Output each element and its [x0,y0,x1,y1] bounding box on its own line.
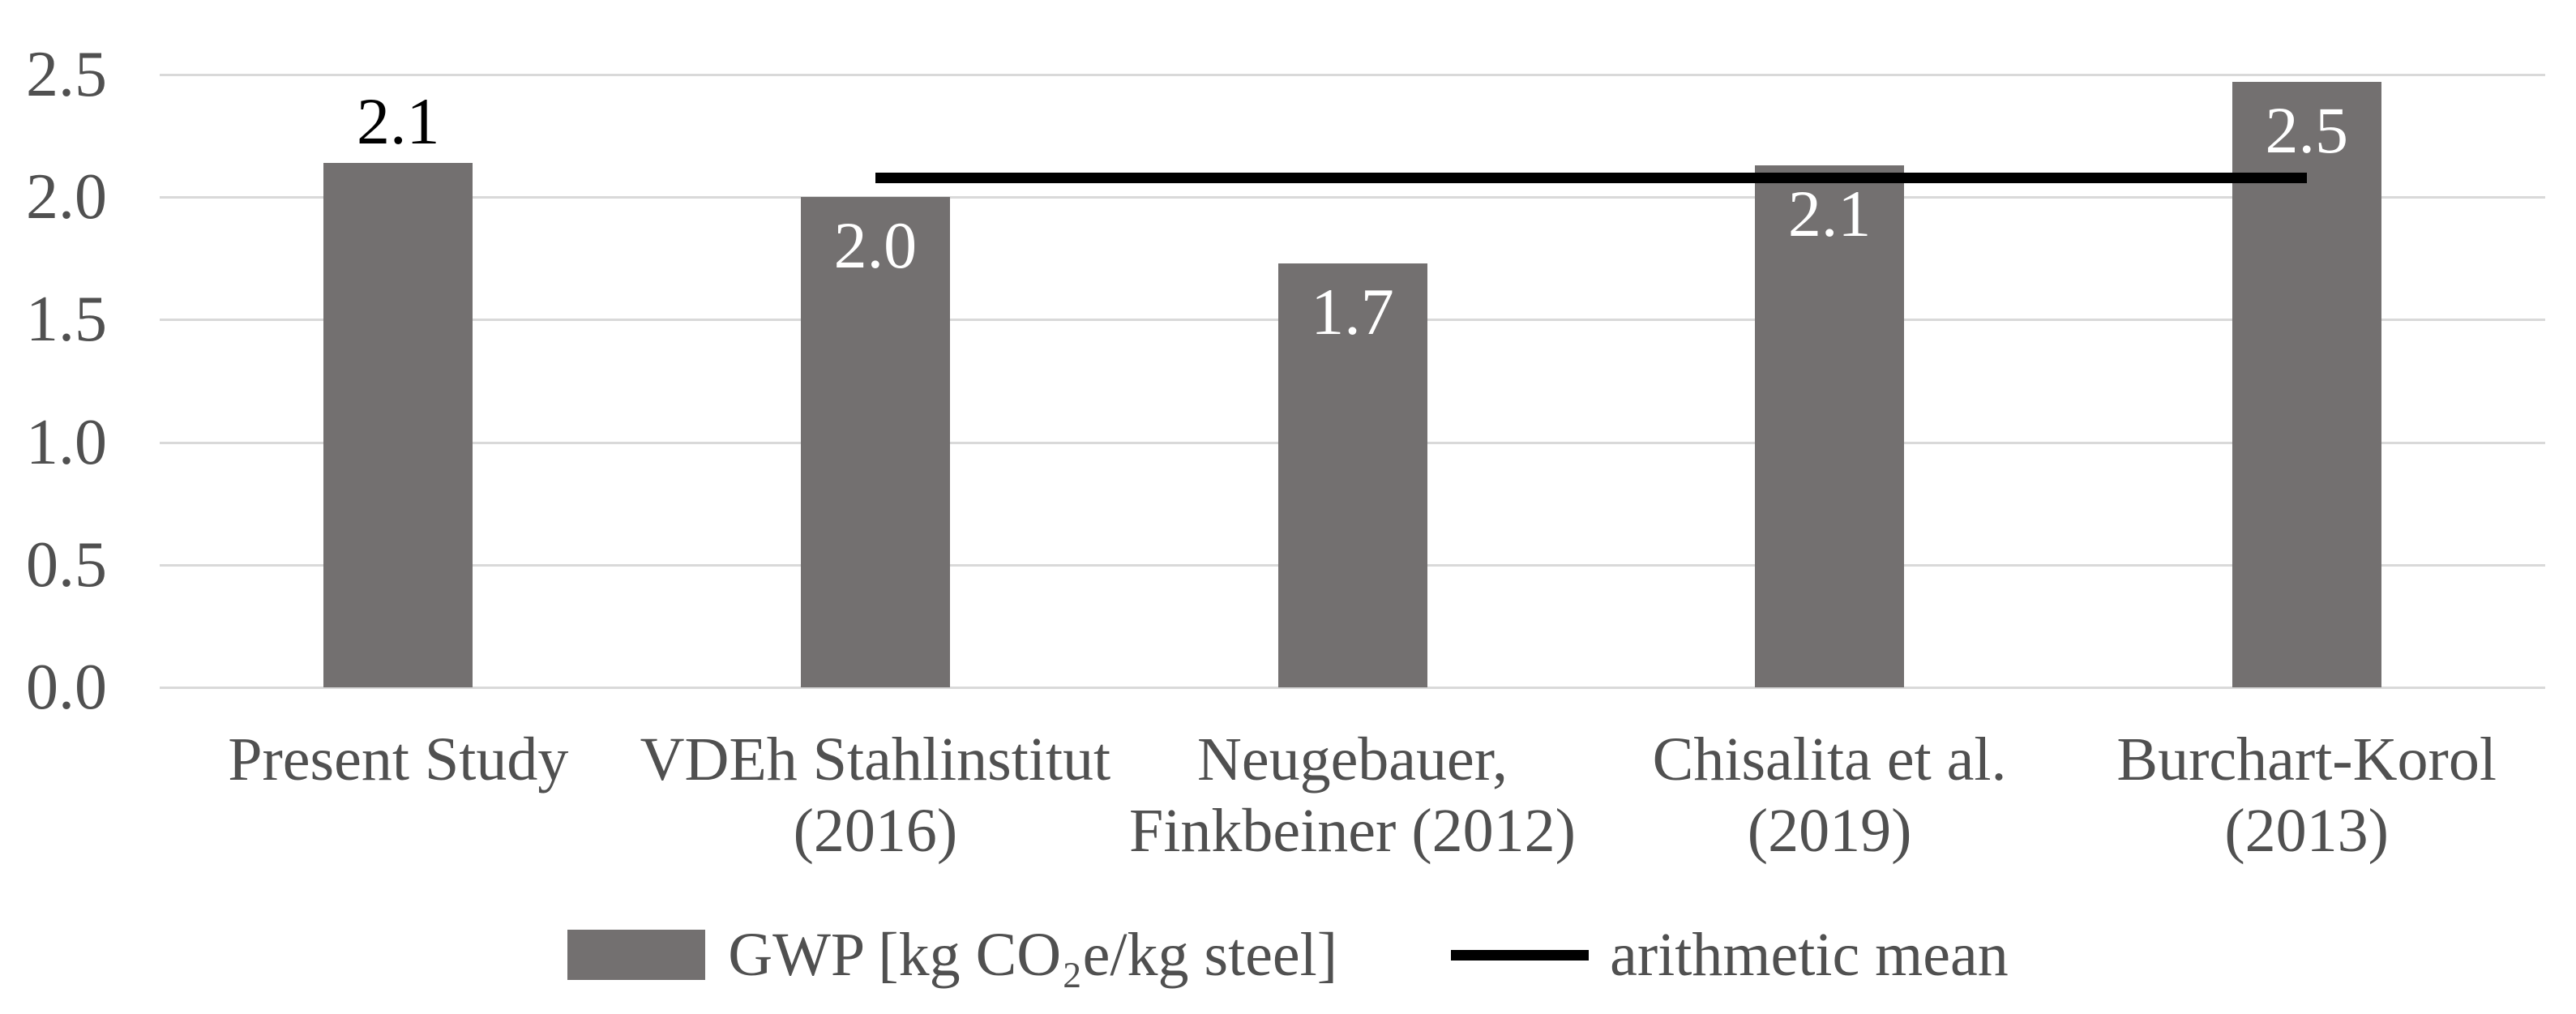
gridline-2.0 [160,196,2545,199]
category-label-present-study: Present Study [160,724,636,795]
legend-label-mean: arithmetic mean [1610,920,2009,989]
bar-present-study [323,162,473,687]
bar-burchart-korol-2013 [2232,82,2381,687]
bar-neugebauer-finkbeiner-2012 [1277,263,1427,687]
category-label-line: (2019) [1747,797,1912,865]
category-label-line: (2013) [2224,797,2389,865]
y-axis-tick-label-1.5: 1.5 [26,284,107,356]
legend-bar-swatch [567,930,706,980]
bar-value-label-burchart-korol-2013: 2.5 [2265,93,2348,168]
bar-value-label-vdeh-stahlinstitut-2016: 2.0 [833,208,918,283]
category-label-line: Burchart-Korol [2116,725,2497,794]
category-label-chisalita-et-al-2019: Chisalita et al. (2019) [1591,724,2068,866]
gridline-0.0 [160,687,2545,689]
bar-value-label-present-study: 2.1 [357,83,440,158]
y-axis-tick-label-1.0: 1.0 [26,406,107,478]
category-label-neugebauer-finkbeiner-2012: Neugebauer, Finkbeiner (2012) [1115,724,1591,866]
arithmetic-mean-line [875,172,2307,183]
y-axis-tick-label-0.0: 0.0 [26,652,107,723]
bar-value-label-chisalita-et-al-2019: 2.1 [1787,176,1872,250]
y-axis-tick-label-2.0: 2.0 [26,161,107,233]
category-label-line: VDEh Stahlinstitut [640,725,1111,794]
category-label-line: (2016) [793,797,958,865]
legend-label-gwp: GWP [kg CO₂e/kg steel] [728,920,1338,989]
bar-value-label-neugebauer-finkbeiner-2012: 1.7 [1311,274,1394,349]
category-label-line: Chisalita et al. [1652,725,2007,794]
category-label-line: Finkbeiner (2012) [1129,797,1576,865]
category-label-line: Present Study [228,725,569,794]
category-label-burchart-korol-2013: Burchart-Korol (2013) [2069,724,2545,866]
category-label-vdeh-stahlinstitut-2016: VDEh Stahlinstitut (2016) [637,724,1114,866]
gridline-2.5 [160,74,2545,76]
legend-line-swatch [1451,949,1590,961]
bar-vdeh-stahlinstitut-2016 [800,197,950,687]
y-axis-tick-label-0.5: 0.5 [26,528,107,601]
bar-chisalita-et-al-2019 [1755,165,1905,687]
y-axis-tick-label-2.5: 2.5 [26,39,107,110]
category-label-line: Neugebauer, [1196,725,1508,794]
legend: GWP [kg CO₂e/kg steel] arithmetic mean [0,906,2576,1003]
